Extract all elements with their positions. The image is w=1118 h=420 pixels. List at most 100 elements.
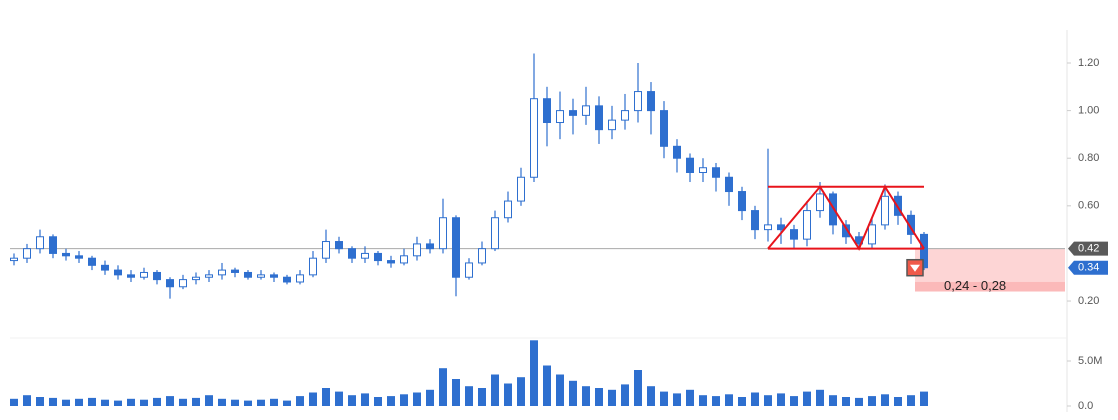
volume-bar xyxy=(296,396,304,406)
volume-bar xyxy=(283,400,291,406)
volume-bar xyxy=(36,397,44,406)
candle-body xyxy=(140,271,148,278)
candle-body xyxy=(114,269,122,276)
candle-body xyxy=(699,167,707,173)
volume-bar xyxy=(387,396,395,406)
signal-arrow xyxy=(910,264,920,272)
volume-bar xyxy=(10,398,18,406)
volume-bar xyxy=(49,397,57,406)
candle-body xyxy=(920,233,928,269)
candle-body xyxy=(660,110,668,147)
volume-bar xyxy=(842,397,850,406)
candle-body xyxy=(504,200,512,219)
candle-body xyxy=(413,243,421,257)
candle-body xyxy=(10,257,18,262)
candle-body xyxy=(764,224,772,231)
candle-body xyxy=(270,274,278,278)
volume-bar xyxy=(803,391,811,406)
candle-body xyxy=(348,248,356,259)
candle-body xyxy=(400,255,408,264)
volume-bar xyxy=(426,389,434,406)
candle-body xyxy=(309,257,317,276)
volume-bar xyxy=(361,393,369,406)
y-tick-label: 1.20 xyxy=(1078,57,1099,69)
candle-body xyxy=(374,252,382,262)
candle-body xyxy=(738,191,746,212)
volume-bar xyxy=(231,399,239,406)
volume-bar xyxy=(491,374,499,406)
volume-bar xyxy=(608,389,616,406)
volume-bar xyxy=(634,370,642,406)
volume-bar xyxy=(894,397,902,406)
candle-body xyxy=(595,105,603,131)
volume-bar xyxy=(114,400,122,406)
volume-bar xyxy=(322,388,330,406)
candle-body xyxy=(101,264,109,271)
volume-bar xyxy=(270,398,278,406)
candle-body xyxy=(322,241,330,259)
candle-body xyxy=(816,193,824,212)
volume-bar xyxy=(647,386,655,406)
candle-body xyxy=(127,274,135,278)
volume-bar xyxy=(673,393,681,406)
volume-tick-label: 5.0M xyxy=(1078,355,1102,367)
candle-body xyxy=(686,157,694,173)
candle-body xyxy=(673,145,681,159)
candle-body xyxy=(569,110,577,116)
reference-tag-label: 0.42 xyxy=(1078,243,1099,255)
candle-body xyxy=(387,260,395,264)
candle-body xyxy=(465,262,473,278)
candle-body xyxy=(491,217,499,250)
candle-body xyxy=(478,248,486,264)
volume-bar xyxy=(868,396,876,406)
y-tick-label: 0.20 xyxy=(1078,295,1099,307)
volume-bar xyxy=(738,397,746,406)
volume-bar xyxy=(920,391,928,406)
candle-body xyxy=(829,193,837,226)
volume-bar xyxy=(153,397,161,406)
volume-bar xyxy=(75,398,83,406)
candle-body xyxy=(426,243,434,250)
candle-body xyxy=(296,274,304,283)
volume-bar xyxy=(413,392,421,406)
candle-body xyxy=(283,276,291,283)
volume-bar xyxy=(569,380,577,406)
volume-bar xyxy=(127,398,135,406)
volume-bar xyxy=(23,395,31,406)
volume-bar xyxy=(101,399,109,406)
candle-body xyxy=(23,248,31,259)
candle-body xyxy=(75,255,83,259)
candle-body xyxy=(556,110,564,124)
candle-body xyxy=(530,98,538,178)
candle-body xyxy=(88,257,96,266)
target-label: 0,24 - 0,28 xyxy=(944,278,1006,293)
volume-bar xyxy=(621,384,629,406)
volume-bar xyxy=(205,395,213,406)
volume-bar xyxy=(179,398,187,406)
volume-bar xyxy=(465,386,473,406)
volume-bar xyxy=(348,395,356,406)
volume-bar xyxy=(244,400,252,406)
candle-body xyxy=(543,98,551,124)
candle-body xyxy=(361,252,369,259)
candle-body xyxy=(907,214,915,235)
volume-bar xyxy=(907,395,915,406)
candle-body xyxy=(712,167,720,178)
volume-bar xyxy=(777,393,785,406)
volume-bar xyxy=(335,391,343,406)
volume-bar xyxy=(439,368,447,406)
target-area xyxy=(915,248,1065,282)
candle-body xyxy=(166,279,174,288)
y-tick-label: 0.60 xyxy=(1078,200,1099,212)
volume-bar xyxy=(504,383,512,406)
candle-body xyxy=(803,210,811,240)
candle-body xyxy=(842,224,850,238)
volume-bar xyxy=(543,365,551,406)
volume-bar xyxy=(686,389,694,406)
candle-body xyxy=(179,279,187,288)
volume-bar xyxy=(374,397,382,406)
candle-body xyxy=(36,236,44,250)
volume-bar xyxy=(725,394,733,406)
candle-body xyxy=(725,176,733,193)
